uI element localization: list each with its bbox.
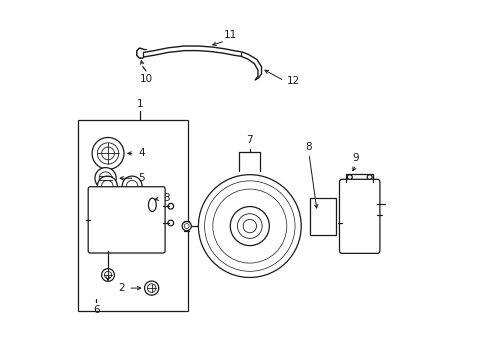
Text: 12: 12 bbox=[286, 76, 299, 86]
Text: 7: 7 bbox=[246, 135, 253, 145]
Circle shape bbox=[243, 219, 256, 233]
Ellipse shape bbox=[315, 208, 329, 225]
Circle shape bbox=[144, 281, 159, 295]
Text: 9: 9 bbox=[352, 153, 359, 163]
Circle shape bbox=[346, 194, 372, 221]
Circle shape bbox=[182, 221, 191, 231]
Ellipse shape bbox=[148, 198, 156, 212]
Text: 11: 11 bbox=[223, 30, 237, 40]
Text: 10: 10 bbox=[139, 74, 152, 84]
Text: 3: 3 bbox=[163, 193, 169, 203]
Text: 2: 2 bbox=[118, 283, 125, 293]
Circle shape bbox=[95, 168, 116, 189]
Text: 5: 5 bbox=[138, 173, 144, 183]
Text: 1: 1 bbox=[136, 99, 143, 109]
Text: 4: 4 bbox=[138, 148, 144, 158]
Circle shape bbox=[97, 176, 117, 196]
Circle shape bbox=[352, 229, 366, 243]
Bar bbox=[78, 120, 187, 311]
Circle shape bbox=[122, 176, 142, 196]
Circle shape bbox=[92, 138, 124, 169]
Bar bbox=[309, 198, 335, 235]
Text: 8: 8 bbox=[305, 141, 312, 152]
Text: 6: 6 bbox=[93, 305, 100, 315]
FancyBboxPatch shape bbox=[339, 179, 379, 253]
FancyBboxPatch shape bbox=[88, 187, 165, 253]
Circle shape bbox=[198, 175, 301, 278]
Circle shape bbox=[102, 269, 114, 282]
